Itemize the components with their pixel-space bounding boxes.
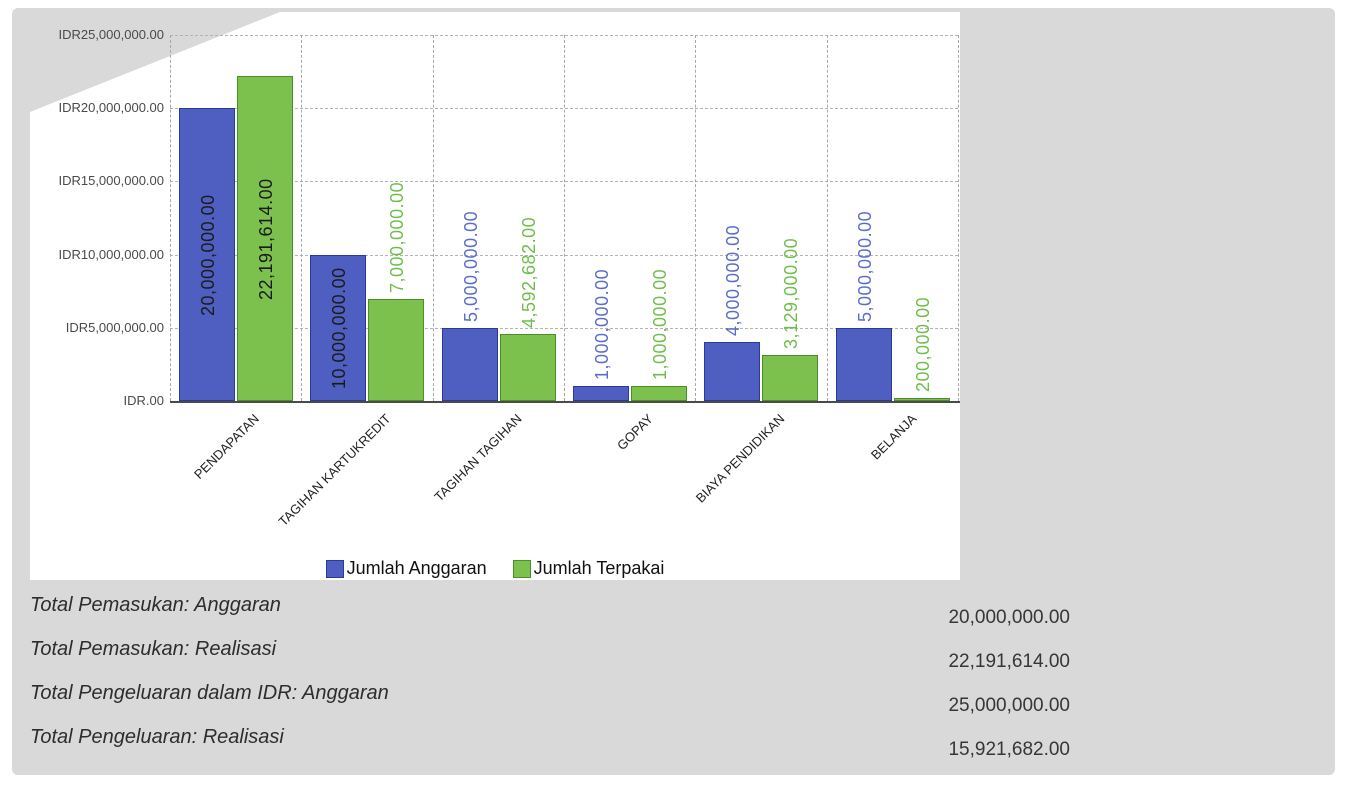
- legend-item-anggaran: Jumlah Anggaran: [325, 558, 487, 579]
- x-axis-label: TAGIHAN KARTUKREDIT: [275, 411, 394, 530]
- bar: [368, 299, 425, 401]
- gridline-vertical: [564, 35, 565, 401]
- bar: [631, 386, 687, 401]
- legend-swatch-terpakai: [512, 559, 531, 578]
- gridline-vertical: [958, 35, 959, 401]
- summary-row-label: Total Pemasukan: Anggaran: [30, 594, 281, 616]
- bar-value-label: 10,000,000.00: [329, 267, 350, 389]
- y-axis-label: IDR15,000,000.00: [58, 173, 164, 189]
- bar-value-label: 20,000,000.00: [198, 193, 218, 316]
- x-axis-label: PENDAPATAN: [191, 411, 263, 482]
- summary-row: Total Pemasukan: Anggaran 20,000,000.00: [30, 594, 1070, 638]
- gridline-vertical: [170, 35, 171, 401]
- bar-value-label: 5,000,000.00: [460, 210, 481, 322]
- x-axis-label: TAGIHAN TAGIHAN: [431, 411, 525, 505]
- gridline-vertical: [301, 35, 303, 401]
- summary-row-label: Total Pemasukan: Realisasi: [30, 638, 277, 660]
- gridline-vertical: [432, 35, 434, 401]
- bar: [441, 328, 498, 401]
- y-axis-label: IDR10,000,000.00: [58, 246, 164, 262]
- summary-list: Total Pemasukan: Anggaran 20,000,000.00 …: [30, 594, 1070, 770]
- bar-value-label: 22,191,614.00: [256, 177, 276, 300]
- chart-legend: Jumlah Anggaran Jumlah Terpakai: [30, 558, 960, 579]
- bar: [762, 355, 819, 401]
- x-axis-line: [170, 401, 960, 403]
- bar-value-label: 4,592,682.00: [518, 216, 539, 328]
- bar: [499, 334, 556, 401]
- legend-label-anggaran: Jumlah Anggaran: [346, 558, 487, 578]
- bar-value-label: 1,000,000.00: [592, 268, 612, 380]
- bar: [573, 386, 629, 401]
- summary-row-value: 25,000,000.00: [948, 695, 1070, 716]
- report-panel: Jumlah Anggaran Jumlah Terpakai IDR.00 ID…: [12, 8, 1335, 775]
- legend-swatch-anggaran: [325, 559, 344, 578]
- x-axis-label: BIAYA PENDIDIKAN: [693, 411, 788, 506]
- y-axis-label: IDR5,000,000.00: [65, 319, 164, 335]
- bar: [237, 76, 293, 401]
- bar-value-label: 7,000,000.00: [387, 181, 408, 293]
- x-axis-label: BELANJA: [867, 411, 919, 463]
- summary-row: Total Pengeluaran dalam IDR: Anggaran 25…: [30, 682, 1070, 726]
- summary-row-value: 15,921,682.00: [948, 739, 1070, 760]
- legend-item-terpakai: Jumlah Terpakai: [512, 558, 665, 579]
- bar-value-label: 3,129,000.00: [781, 237, 802, 349]
- gridline-vertical: [695, 35, 697, 401]
- summary-row: Total Pengeluaran: Realisasi 15,921,682.…: [30, 726, 1070, 770]
- bar-value-label: 5,000,000.00: [854, 210, 875, 322]
- bar-value-label: 1,000,000.00: [650, 268, 670, 380]
- bar-value-label: 4,000,000.00: [723, 224, 744, 336]
- summary-row-label: Total Pengeluaran dalam IDR: Anggaran: [30, 682, 389, 704]
- y-axis-label: IDR25,000,000.00: [58, 27, 164, 42]
- summary-row-value: 22,191,614.00: [948, 651, 1070, 672]
- budget-bar-chart: Jumlah Anggaran Jumlah Terpakai IDR.00 ID…: [30, 12, 960, 580]
- bar-value-label: 200,000.00: [912, 296, 933, 392]
- summary-row: Total Pemasukan: Realisasi 22,191,614.00: [30, 638, 1070, 682]
- y-axis-label: IDR.00: [123, 393, 164, 408]
- summary-row-label: Total Pengeluaran: Realisasi: [30, 726, 284, 748]
- legend-label-terpakai: Jumlah Terpakai: [533, 558, 665, 578]
- bar: [704, 342, 761, 401]
- bar: [835, 328, 892, 401]
- bar: [310, 255, 367, 401]
- bar: [179, 108, 235, 401]
- bar: [893, 398, 950, 401]
- gridline-vertical: [826, 35, 828, 401]
- x-axis-label: GOPAY: [614, 411, 657, 453]
- summary-row-value: 20,000,000.00: [948, 607, 1070, 628]
- y-axis-label: IDR20,000,000.00: [58, 100, 164, 116]
